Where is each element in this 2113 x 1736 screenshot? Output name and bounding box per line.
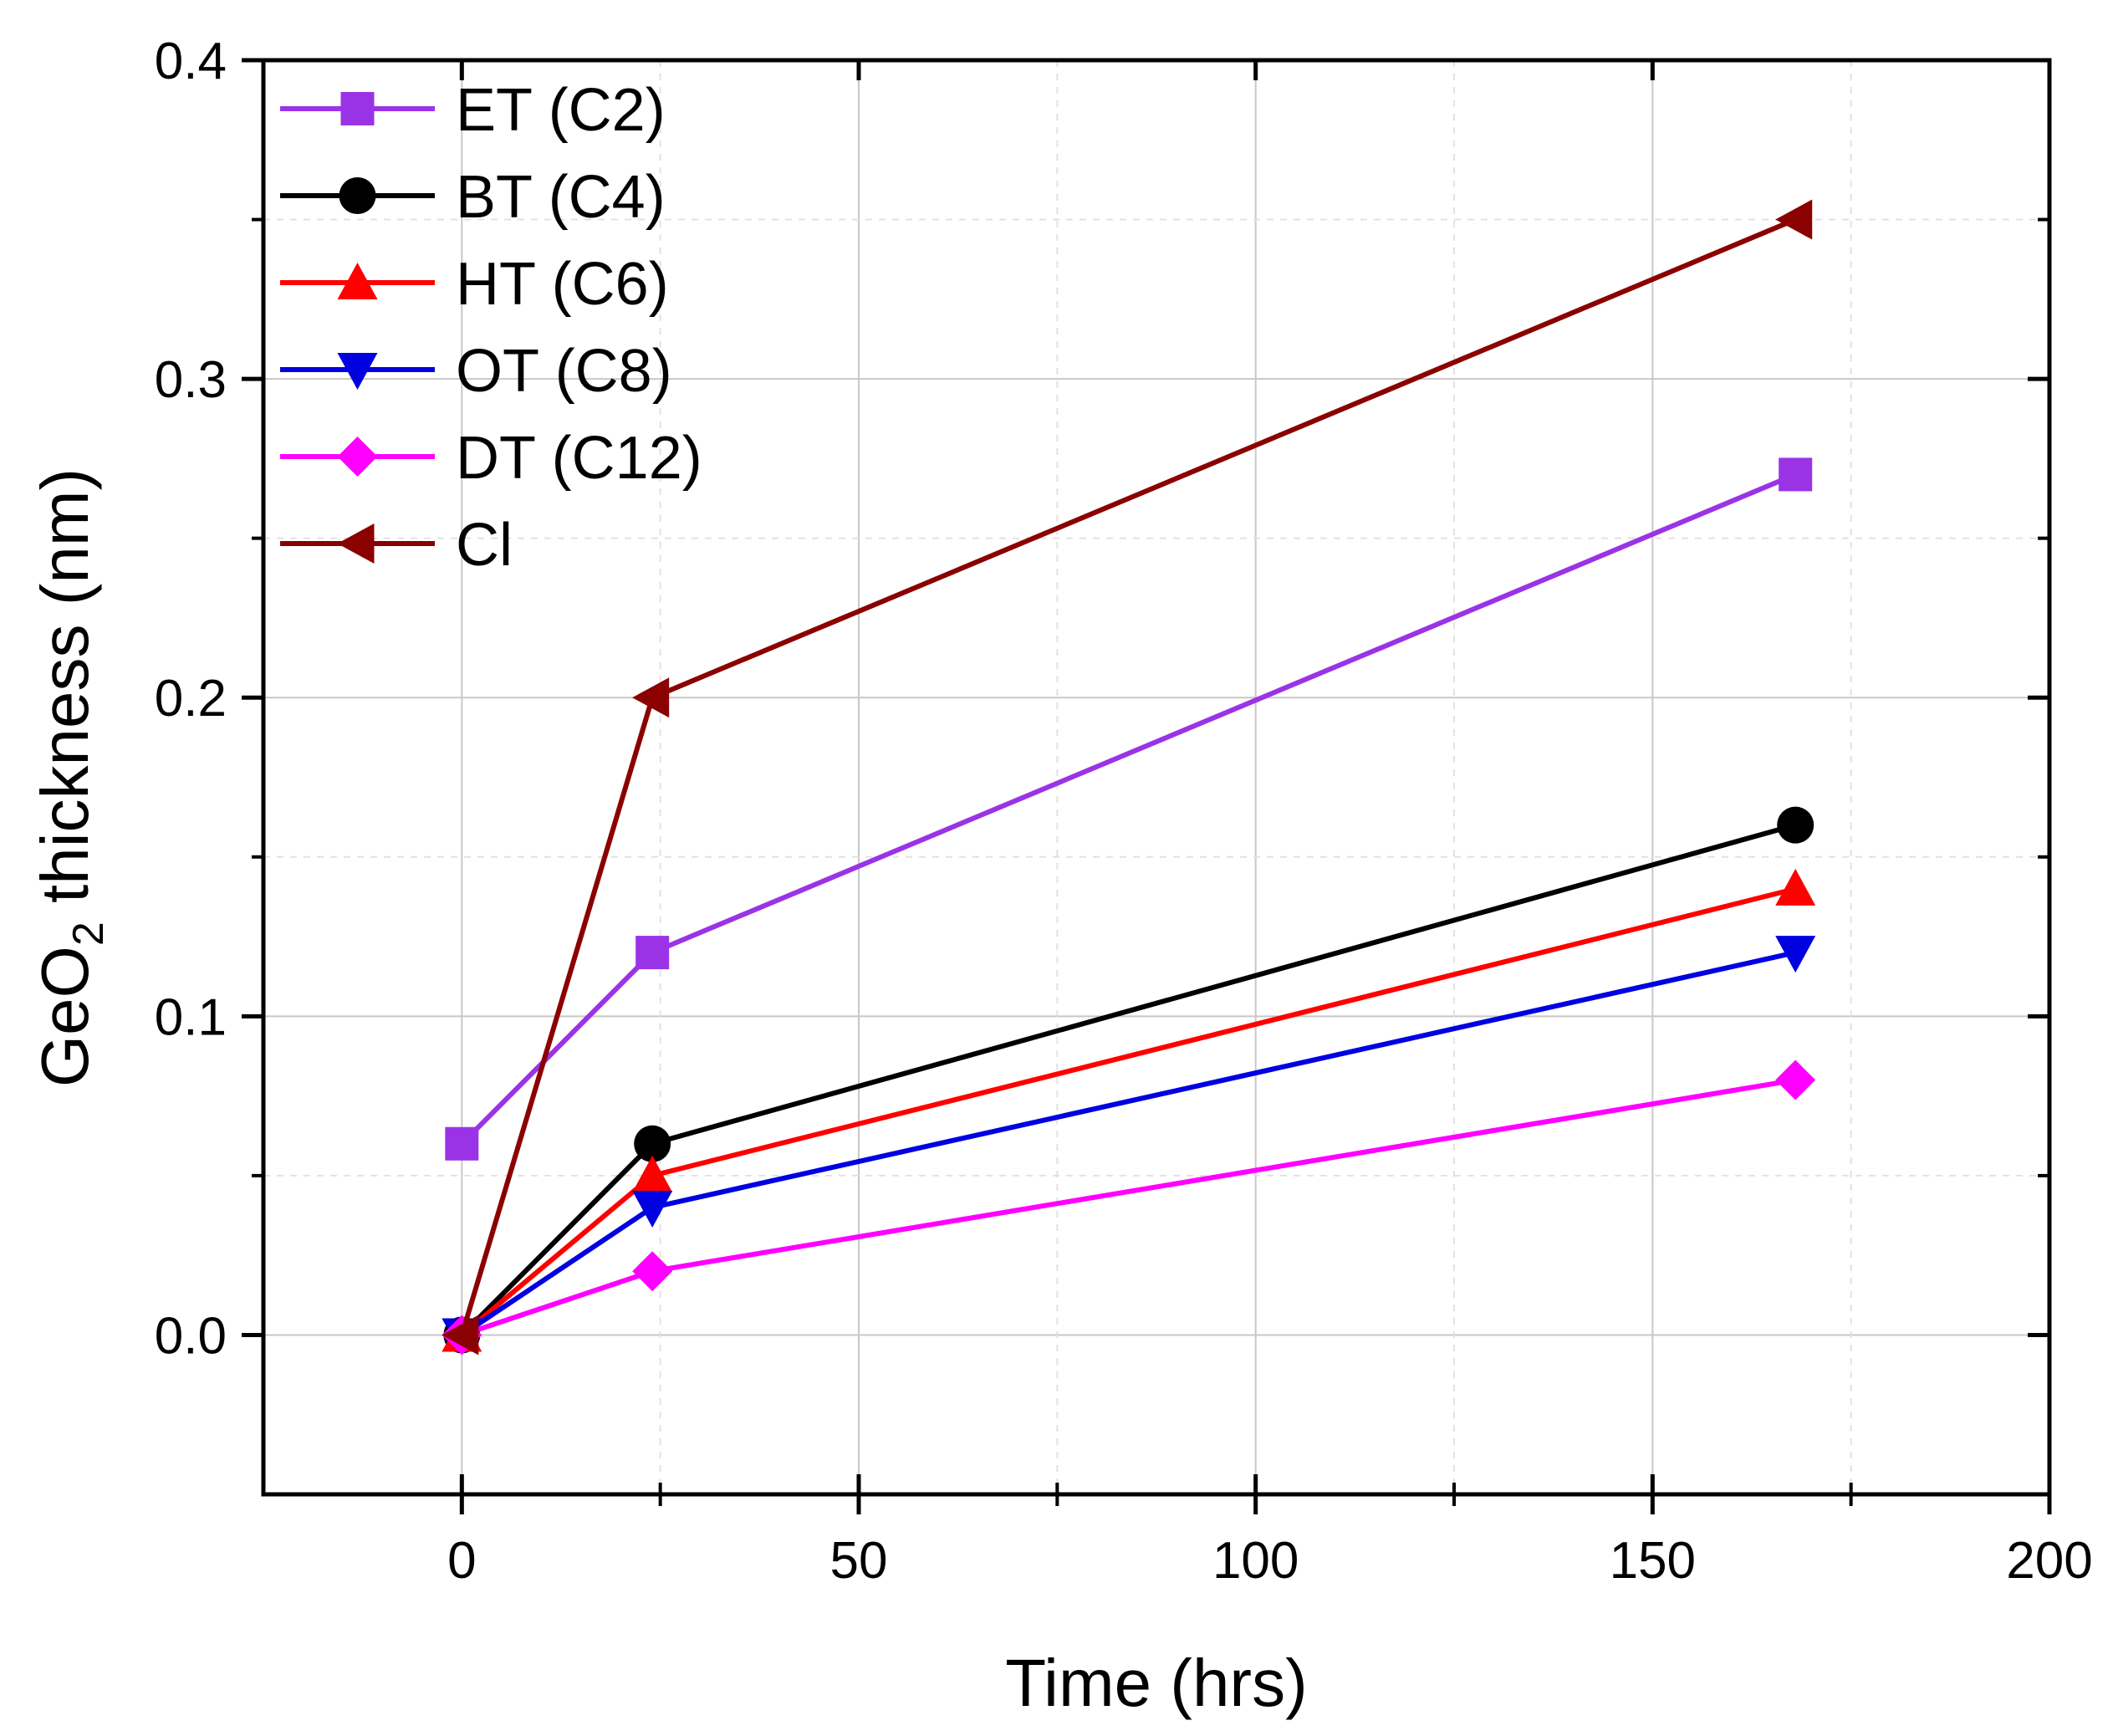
data-point xyxy=(1775,936,1816,973)
data-point xyxy=(1777,806,1814,844)
legend-swatch-marker xyxy=(339,177,376,214)
axis-ticks: 0 50 100 150 200 0.0 0.1 0.2 0.3 0.4 xyxy=(155,33,2093,1590)
series-5 xyxy=(441,199,1813,1356)
data-point xyxy=(635,936,670,970)
x-tick-label: 0 xyxy=(447,1532,476,1590)
data-point xyxy=(1779,457,1813,492)
series-0 xyxy=(445,457,1813,1161)
legend-swatch-marker xyxy=(340,92,375,125)
y-tick-label: 0.4 xyxy=(155,33,227,90)
legend: ET (C2) BT (C4) HT (C6) OT (C8) DT (C12) Cl xyxy=(280,77,702,579)
series-line xyxy=(460,472,1797,1146)
legend-label: BT (C4) xyxy=(456,164,666,231)
legend-label: HT (C6) xyxy=(456,251,669,318)
legend-item: ET (C2) xyxy=(280,77,666,144)
data-point xyxy=(1775,868,1816,906)
data-point xyxy=(1775,1059,1816,1100)
data-point xyxy=(1775,199,1813,240)
legend-item: OT (C8) xyxy=(280,338,672,405)
legend-swatch-marker xyxy=(337,353,378,390)
data-point xyxy=(445,1126,479,1161)
y-axis-label-subscript: 2 xyxy=(64,922,113,946)
x-tick-label: 100 xyxy=(1212,1532,1299,1590)
legend-label: DT (C12) xyxy=(456,425,702,492)
y-tick-label: 0.0 xyxy=(155,1307,227,1365)
data-point xyxy=(634,1125,671,1162)
plot-frame xyxy=(261,58,2052,1497)
x-tick-label: 50 xyxy=(830,1532,888,1590)
data-point xyxy=(632,1155,673,1192)
legend-item: HT (C6) xyxy=(280,251,669,318)
legend-label: OT (C8) xyxy=(456,338,672,405)
legend-item: DT (C12) xyxy=(280,425,702,492)
legend-swatch-marker xyxy=(337,437,378,477)
y-axis-label-rest: thickness (nm) xyxy=(28,468,102,922)
series-group xyxy=(441,199,1816,1356)
data-point xyxy=(441,1315,479,1356)
legend-swatch-marker xyxy=(337,523,375,564)
y-axis-label: GeO2 thickness (nm) xyxy=(28,468,113,1087)
y-tick-label: 0.1 xyxy=(155,988,227,1046)
x-axis-label: Time (hrs) xyxy=(1005,1646,1307,1720)
data-point xyxy=(632,1191,673,1228)
data-point xyxy=(632,1251,673,1292)
data-point xyxy=(632,677,670,718)
x-tick-label: 150 xyxy=(1610,1532,1696,1590)
series-line xyxy=(460,822,1797,1337)
y-tick-label: 0.3 xyxy=(155,351,227,409)
x-tick-label: 200 xyxy=(2006,1532,2092,1590)
legend-item: BT (C4) xyxy=(280,164,666,231)
y-axis-label-main: GeO xyxy=(28,946,102,1087)
legend-swatch-marker xyxy=(337,263,378,299)
legend-label: Cl xyxy=(456,512,513,579)
legend-item: Cl xyxy=(280,512,513,579)
y-tick-label: 0.2 xyxy=(155,670,227,728)
legend-label: ET (C2) xyxy=(456,77,666,144)
